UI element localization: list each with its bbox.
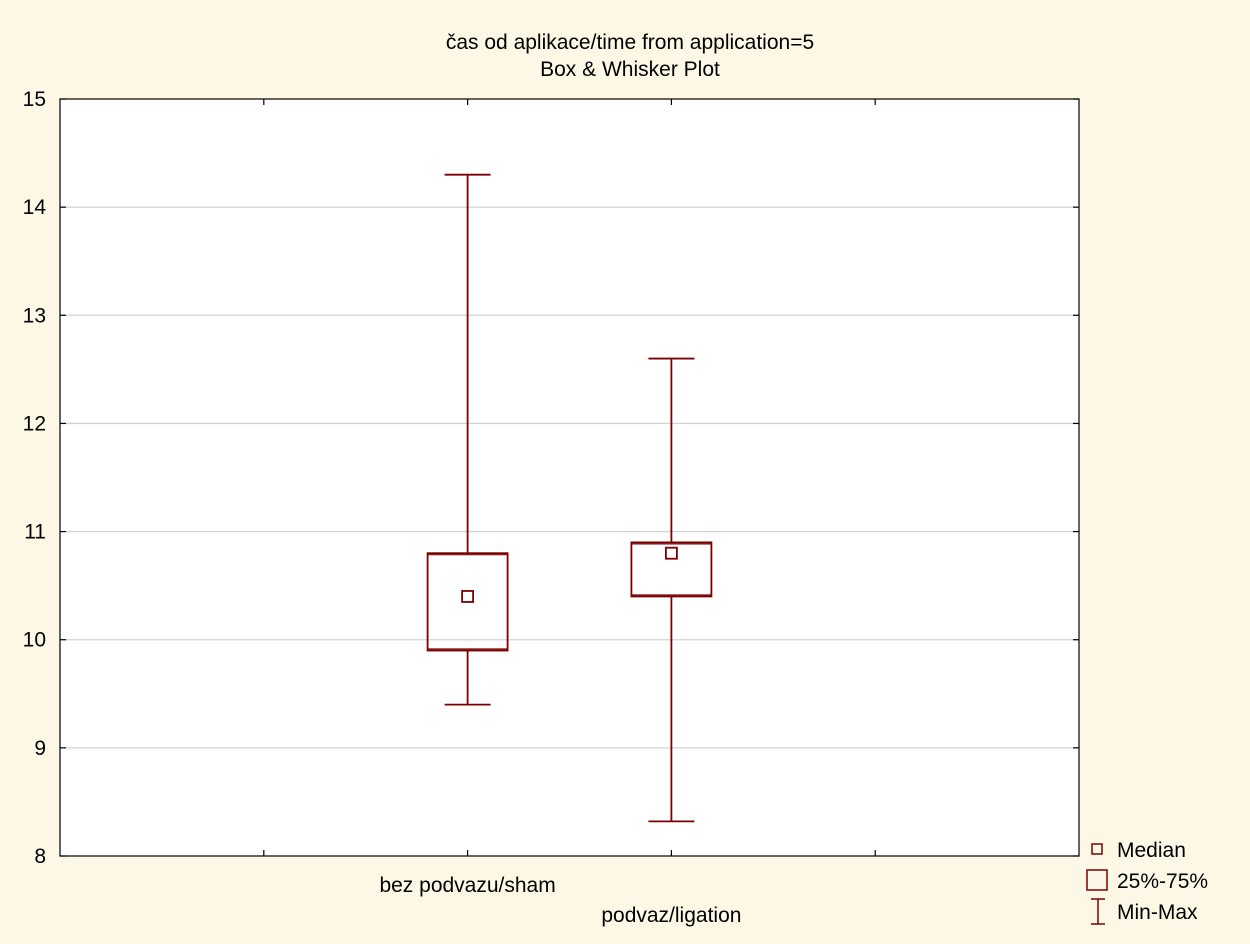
legend-box-label: 25%-75%	[1117, 870, 1208, 893]
legend-box-marker	[1086, 869, 1108, 891]
y-tick-label: 9	[34, 737, 46, 760]
y-tick-label: 10	[23, 629, 46, 652]
y-tick-label: 12	[23, 412, 46, 435]
plot-frame	[59, 98, 1080, 857]
y-tick-label: 11	[24, 521, 46, 544]
legend-whisker-label: Min-Max	[1117, 901, 1198, 924]
median-marker	[665, 546, 678, 560]
legend-median-marker	[1091, 843, 1103, 855]
chart-title: čas od aplikace/time from application=5	[446, 31, 814, 54]
axes: 8 9 10 11 12 13 14 15 bez podvazu/sham podvaz/lig…	[23, 88, 1079, 927]
plot-area	[60, 99, 1079, 856]
legend: Median 25%-75% Min-Max	[1086, 839, 1208, 925]
x-category-label: podvaz/ligation	[601, 904, 741, 927]
grid-lines	[60, 206, 1079, 749]
y-tick-label: 8	[34, 845, 46, 868]
iqr-box	[630, 541, 713, 598]
y-tick-label: 13	[23, 304, 46, 327]
box-group	[426, 173, 509, 706]
iqr-box	[426, 552, 509, 652]
boxes	[426, 173, 713, 823]
x-category-label: bez podvazu/sham	[379, 874, 555, 897]
y-tick-label: 15	[23, 88, 46, 111]
box-group	[630, 357, 713, 823]
y-tick-label: 14	[23, 196, 47, 219]
median-marker	[461, 590, 475, 603]
chart-subtitle: Box & Whisker Plot	[540, 58, 720, 81]
legend-median-label: Median	[1117, 839, 1186, 862]
